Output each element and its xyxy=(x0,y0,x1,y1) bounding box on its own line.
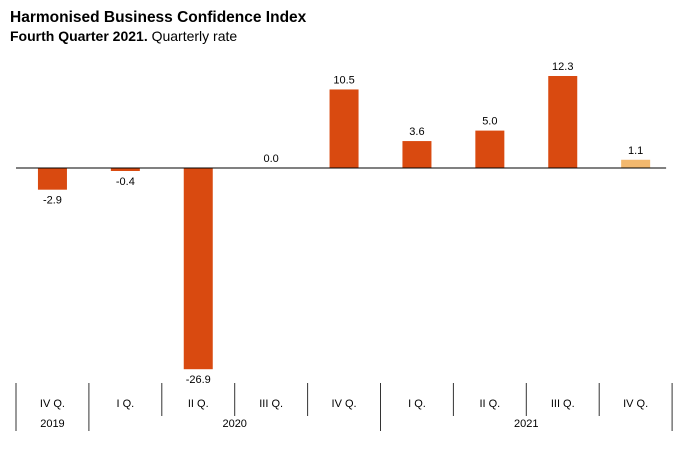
bar xyxy=(475,130,505,168)
data-label: 1.1 xyxy=(628,145,643,157)
bar xyxy=(183,168,213,370)
x-tick-label: IV Q. xyxy=(40,398,65,410)
x-tick-label: II Q. xyxy=(479,398,500,410)
x-tick-label: II Q. xyxy=(188,398,209,410)
bar xyxy=(329,89,359,168)
x-tick-label: III Q. xyxy=(551,398,575,410)
data-label: 12.3 xyxy=(552,61,573,73)
year-label: 2021 xyxy=(514,418,538,430)
x-tick-label: IV Q. xyxy=(623,398,648,410)
bar xyxy=(37,168,67,190)
bar xyxy=(402,141,432,168)
data-label: 0.0 xyxy=(264,153,279,165)
x-tick-label: IV Q. xyxy=(332,398,357,410)
year-label: 2019 xyxy=(40,418,64,430)
data-label: -26.9 xyxy=(186,374,211,386)
data-label: -0.4 xyxy=(116,176,135,188)
chart-subtitle: Fourth Quarter 2021. Quarterly rate xyxy=(10,28,237,44)
data-label: 3.6 xyxy=(409,126,424,138)
year-label: 2020 xyxy=(222,418,246,430)
x-tick-label: I Q. xyxy=(408,398,426,410)
data-label: 5.0 xyxy=(482,116,497,128)
x-tick-label: I Q. xyxy=(116,398,134,410)
x-tick-label: III Q. xyxy=(259,398,283,410)
subtitle-bold: Fourth Quarter 2021. xyxy=(10,28,148,44)
data-label: -2.9 xyxy=(43,195,62,207)
bar xyxy=(621,159,651,168)
bar xyxy=(110,168,140,171)
chart-title: Harmonised Business Confidence Index xyxy=(10,9,307,26)
data-label: 10.5 xyxy=(333,74,354,86)
bar xyxy=(548,75,578,168)
subtitle-text: Quarterly rate xyxy=(151,28,238,44)
